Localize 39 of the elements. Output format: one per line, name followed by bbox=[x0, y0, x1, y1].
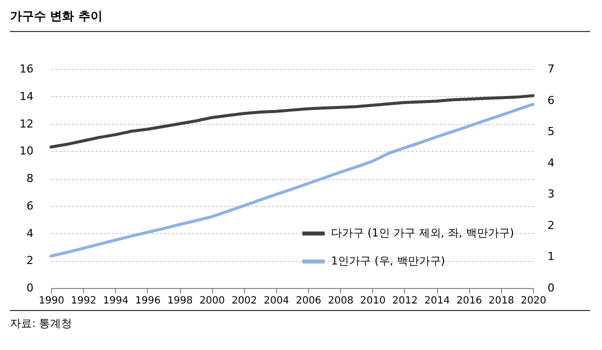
y-tick-label: 4 bbox=[26, 226, 34, 240]
legend-label: 1인가구 (우, 백만가구) bbox=[331, 254, 446, 268]
text: 자료: 통계청 bbox=[10, 310, 590, 331]
y-tick-label: 10 bbox=[20, 144, 34, 158]
x-tick-label: 2014 bbox=[424, 296, 450, 306]
x-tick-label: 2012 bbox=[392, 296, 418, 306]
y-tick-label: 14 bbox=[20, 90, 34, 103]
x-tick-label: 2008 bbox=[328, 296, 354, 306]
y2-tick-label: 4 bbox=[548, 156, 554, 170]
y-tick-label: 12 bbox=[20, 117, 34, 130]
y2-tick-label: 3 bbox=[548, 188, 554, 201]
y2-tick-label: 1 bbox=[548, 250, 554, 264]
legend-label: 다가구 (1인 가구 제외, 좌, 백만가구) bbox=[331, 226, 514, 240]
y-tick-label: 8 bbox=[26, 172, 34, 185]
x-tick-label: 2018 bbox=[488, 296, 514, 306]
x-tick-label: 2020 bbox=[520, 296, 546, 306]
x-tick-label: 2000 bbox=[199, 296, 225, 306]
x-tick-label: 1992 bbox=[70, 296, 96, 306]
y2-tick-label: 6 bbox=[548, 94, 554, 107]
y2-tick-label: 7 bbox=[548, 62, 554, 76]
y2-tick-label: 0 bbox=[548, 282, 554, 294]
x-tick-label: 2002 bbox=[232, 296, 258, 306]
line-series bbox=[50, 94, 534, 149]
x-tick-label: 1990 bbox=[38, 296, 64, 306]
line-series bbox=[50, 102, 534, 258]
x-tick-label: 2016 bbox=[456, 296, 482, 306]
y-tick-label: 6 bbox=[26, 199, 34, 212]
x-tick-label: 1998 bbox=[167, 296, 193, 306]
x-tick-label: 2004 bbox=[264, 296, 290, 306]
x-tick-label: 1996 bbox=[135, 296, 161, 306]
x-tick-label: 1994 bbox=[103, 296, 128, 306]
y-tick-label: 16 bbox=[20, 62, 34, 76]
y2-tick-label: 5 bbox=[548, 125, 554, 138]
y2-tick-label: 2 bbox=[548, 218, 554, 232]
x-tick-label: 2010 bbox=[360, 296, 386, 306]
y-tick-label: 0 bbox=[26, 282, 34, 294]
chart-title: 가구수 변화 추이 bbox=[10, 8, 590, 32]
y-tick-label: 2 bbox=[26, 254, 34, 268]
x-tick-label: 2006 bbox=[296, 296, 322, 306]
